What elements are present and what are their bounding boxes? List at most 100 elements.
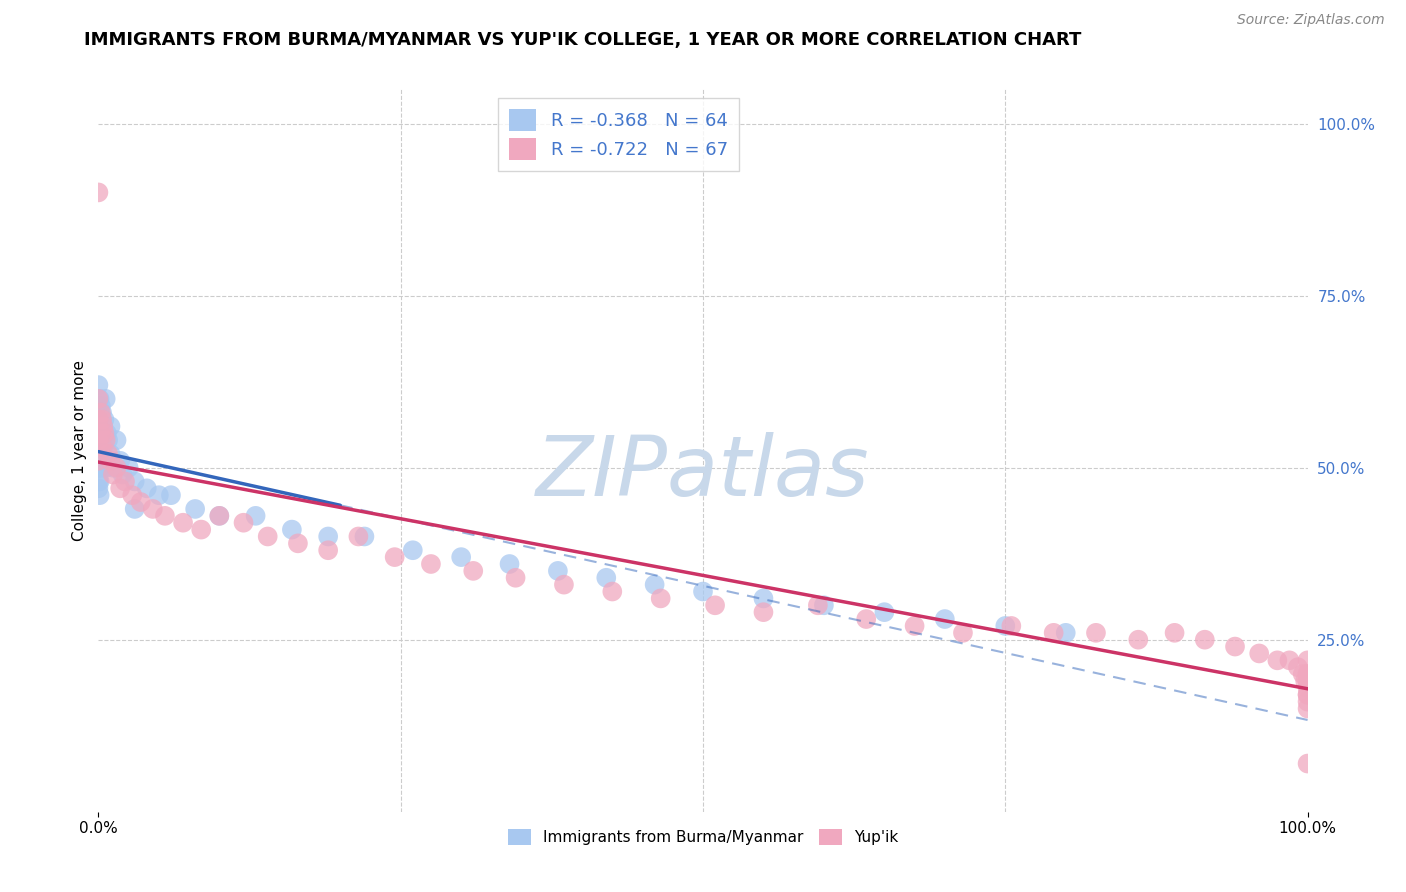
Point [1296, 681, 1319, 695]
Point [384, 550, 406, 565]
Point [752, 591, 775, 606]
Point [505, 571, 527, 585]
Point [704, 599, 727, 613]
Point [994, 619, 1017, 633]
Point [118, 460, 141, 475]
Point [89, 412, 111, 426]
Point [93, 433, 115, 447]
Point [87, 481, 110, 495]
Point [1042, 625, 1064, 640]
Point [1296, 688, 1319, 702]
Point [121, 488, 143, 502]
Point [1223, 640, 1246, 654]
Point [129, 495, 152, 509]
Point [94, 392, 117, 406]
Text: IMMIGRANTS FROM BURMA/MYANMAR VS YUP'IK COLLEGE, 1 YEAR OR MORE CORRELATION CHAR: IMMIGRANTS FROM BURMA/MYANMAR VS YUP'IK … [84, 31, 1081, 49]
Point [89, 460, 111, 475]
Point [91, 440, 114, 454]
Point [87, 186, 110, 200]
Point [87, 433, 110, 447]
Point [1296, 667, 1319, 681]
Point [1054, 625, 1077, 640]
Point [498, 557, 520, 571]
Point [602, 584, 624, 599]
Point [87, 378, 110, 392]
Point [105, 460, 128, 475]
Point [402, 543, 425, 558]
Point [1267, 653, 1289, 667]
Point [190, 523, 212, 537]
Point [87, 392, 110, 406]
Point [184, 502, 207, 516]
Point [89, 475, 111, 489]
Point [87, 475, 110, 489]
Point [108, 481, 131, 495]
Point [1296, 673, 1319, 688]
Point [650, 591, 672, 606]
Point [160, 488, 183, 502]
Point [245, 508, 267, 523]
Point [855, 612, 877, 626]
Point [90, 406, 112, 420]
Text: Source: ZipAtlas.com: Source: ZipAtlas.com [1237, 13, 1385, 28]
Point [1278, 653, 1301, 667]
Point [90, 419, 112, 434]
Point [89, 392, 111, 406]
Point [1000, 619, 1022, 633]
Point [1249, 647, 1271, 661]
Point [287, 536, 309, 550]
Point [93, 426, 115, 441]
Point [91, 412, 114, 426]
Point [89, 454, 111, 468]
Point [1296, 667, 1319, 681]
Point [90, 426, 112, 441]
Point [97, 447, 120, 461]
Point [1296, 688, 1319, 702]
Point [644, 577, 666, 591]
Point [105, 433, 128, 447]
Point [97, 433, 120, 447]
Point [94, 460, 117, 475]
Point [934, 612, 956, 626]
Point [91, 419, 114, 434]
Point [142, 502, 165, 516]
Point [347, 529, 370, 543]
Point [91, 426, 114, 441]
Point [1194, 632, 1216, 647]
Point [952, 625, 974, 640]
Point [94, 433, 117, 447]
Point [904, 619, 927, 633]
Point [1085, 625, 1108, 640]
Point [450, 550, 472, 565]
Point [316, 529, 339, 543]
Point [752, 605, 775, 619]
Point [1296, 701, 1319, 715]
Point [124, 502, 146, 516]
Point [96, 426, 118, 441]
Point [281, 523, 304, 537]
Point [208, 508, 231, 523]
Point [353, 529, 375, 543]
Point [595, 571, 617, 585]
Point [91, 406, 114, 420]
Point [208, 508, 231, 523]
Point [807, 599, 830, 613]
Point [135, 481, 157, 495]
Point [108, 454, 131, 468]
Point [87, 460, 110, 475]
Point [100, 447, 122, 461]
Point [100, 419, 122, 434]
Point [1296, 695, 1319, 709]
Point [463, 564, 485, 578]
Point [153, 508, 176, 523]
Point [101, 460, 124, 475]
Point [114, 475, 136, 489]
Y-axis label: College, 1 year or more: College, 1 year or more [72, 360, 87, 541]
Point [87, 433, 110, 447]
Point [172, 516, 194, 530]
Point [87, 412, 110, 426]
Point [100, 454, 122, 468]
Point [1128, 632, 1150, 647]
Point [873, 605, 896, 619]
Point [91, 447, 114, 461]
